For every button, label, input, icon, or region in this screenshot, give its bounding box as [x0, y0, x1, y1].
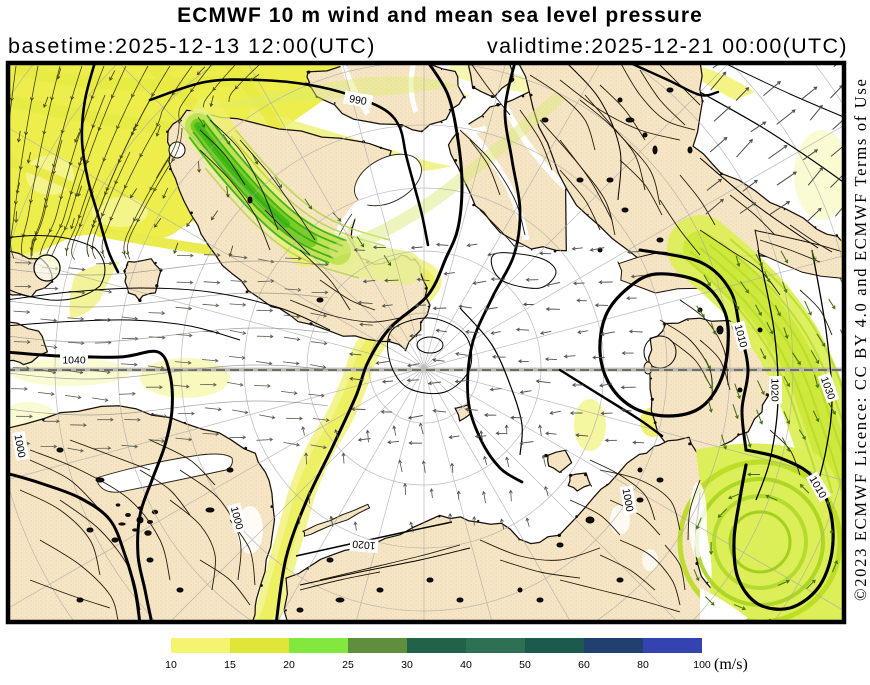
- svg-text:(m/s): (m/s): [714, 656, 748, 673]
- svg-text:30: 30: [401, 659, 413, 671]
- svg-text:15: 15: [224, 659, 236, 671]
- svg-text:990: 990: [348, 93, 367, 108]
- svg-text:validtime:2025-12-21 00:00(UTC: validtime:2025-12-21 00:00(UTC): [487, 34, 848, 58]
- svg-text:20: 20: [283, 659, 295, 671]
- svg-text:1000: 1000: [12, 434, 28, 459]
- svg-text:40: 40: [460, 659, 472, 671]
- svg-text:1000: 1000: [620, 488, 636, 513]
- svg-text:1020: 1020: [352, 537, 376, 551]
- svg-text:10: 10: [165, 659, 177, 671]
- svg-text:1000: 1000: [228, 505, 246, 531]
- svg-text:1040: 1040: [62, 355, 86, 367]
- svg-text:1020: 1020: [769, 378, 781, 402]
- svg-text:100: 100: [693, 659, 711, 671]
- svg-text:ECMWF 10 m wind and mean sea l: ECMWF 10 m wind and mean sea level press…: [177, 4, 703, 27]
- svg-text:25: 25: [342, 659, 354, 671]
- svg-text:60: 60: [578, 659, 590, 671]
- svg-text:basetime:2025-12-13 12:00(UTC): basetime:2025-12-13 12:00(UTC): [8, 34, 376, 58]
- svg-text:1010: 1010: [732, 323, 750, 349]
- svg-text:50: 50: [519, 659, 531, 671]
- svg-text:©2023 ECMWF Licence: CC BY 4.0: ©2023 ECMWF Licence: CC BY 4.0 and ECMWF…: [851, 77, 870, 601]
- svg-text:80: 80: [637, 659, 649, 671]
